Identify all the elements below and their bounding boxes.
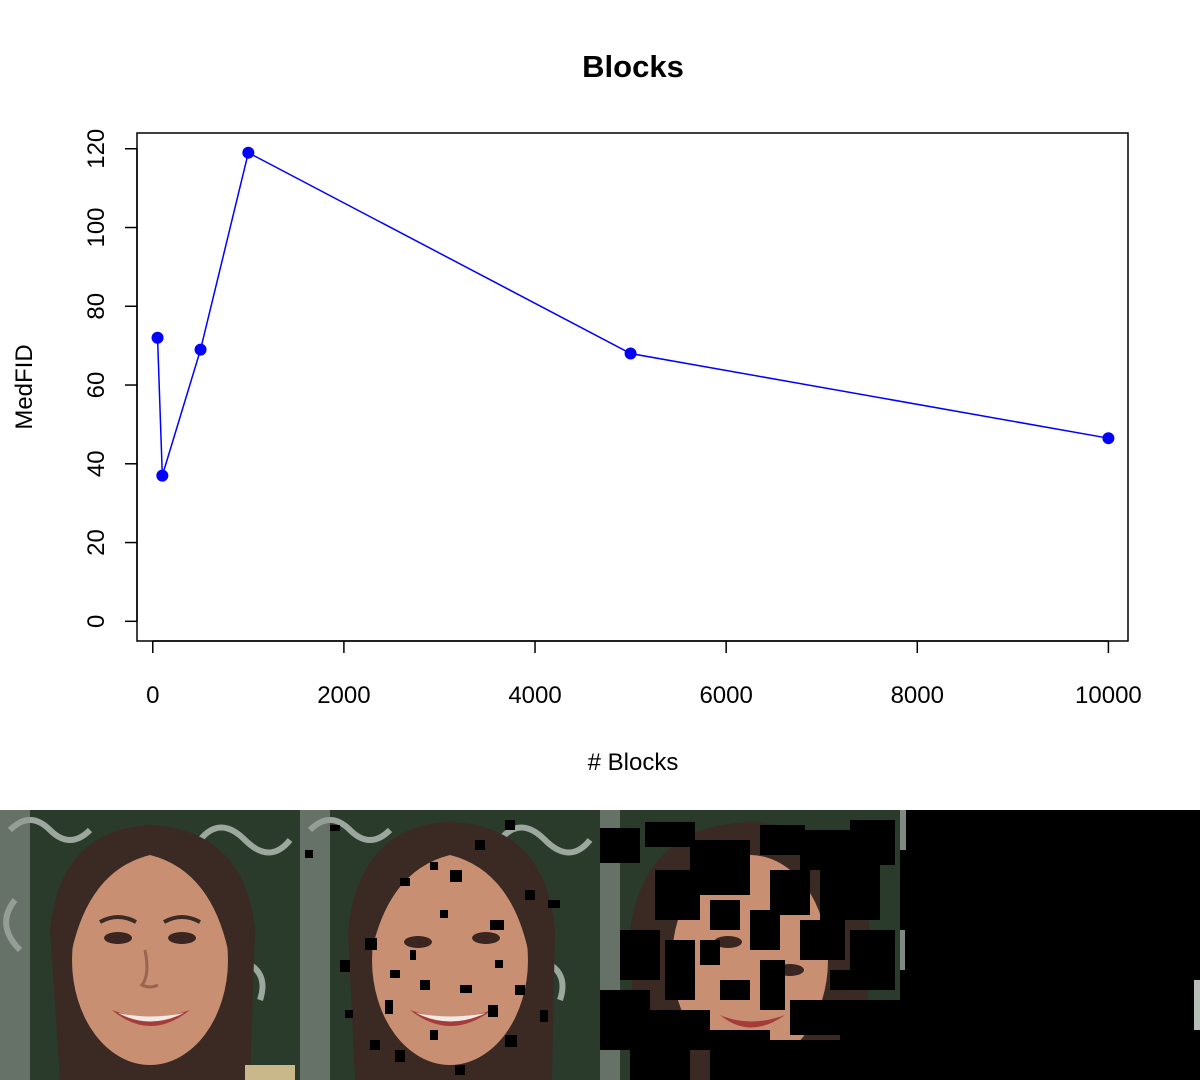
face-panel-sparse-blocks — [300, 810, 600, 1080]
y-tick-label: 120 — [83, 129, 110, 169]
data-point — [1102, 432, 1115, 445]
data-point — [624, 347, 637, 360]
chart-title: Blocks — [582, 49, 684, 84]
data-point — [151, 331, 164, 344]
x-tick-label: 4000 — [508, 682, 561, 709]
x-axis: 0 2000 4000 6000 8000 10000 — [146, 640, 1142, 709]
data-point — [156, 469, 169, 482]
y-tick-label: 100 — [83, 207, 110, 247]
y-tick-label: 40 — [83, 450, 110, 477]
face-panel-dense-blocks — [600, 810, 900, 1080]
y-axis-label: MedFID — [11, 344, 38, 429]
x-tick-label: 2000 — [317, 682, 370, 709]
series-layer — [151, 146, 1115, 482]
y-tick-label: 20 — [83, 529, 110, 556]
plot-frame — [136, 132, 1129, 642]
y-tick-label: 60 — [83, 372, 110, 399]
y-axis: 0 20 40 60 80 100 120 — [83, 129, 138, 628]
x-tick-label: 10000 — [1075, 682, 1142, 709]
x-tick-label: 8000 — [891, 682, 944, 709]
x-axis-label: # Blocks — [588, 749, 679, 776]
series-line — [156, 151, 1109, 476]
x-tick-label: 0 — [146, 682, 159, 709]
x-tick-label: 6000 — [699, 682, 752, 709]
y-tick-label: 80 — [83, 293, 110, 320]
data-point — [194, 343, 207, 356]
data-point — [242, 146, 255, 159]
face-panel-fully-masked — [900, 810, 1200, 1080]
y-tick-label: 0 — [83, 615, 110, 628]
line-chart: Blocks 0 2000 4000 6000 8000 10000 0 20 40 60 80 1… — [11, 49, 1142, 776]
face-panel-original — [0, 810, 300, 1080]
face-image-strip — [0, 810, 1200, 1080]
